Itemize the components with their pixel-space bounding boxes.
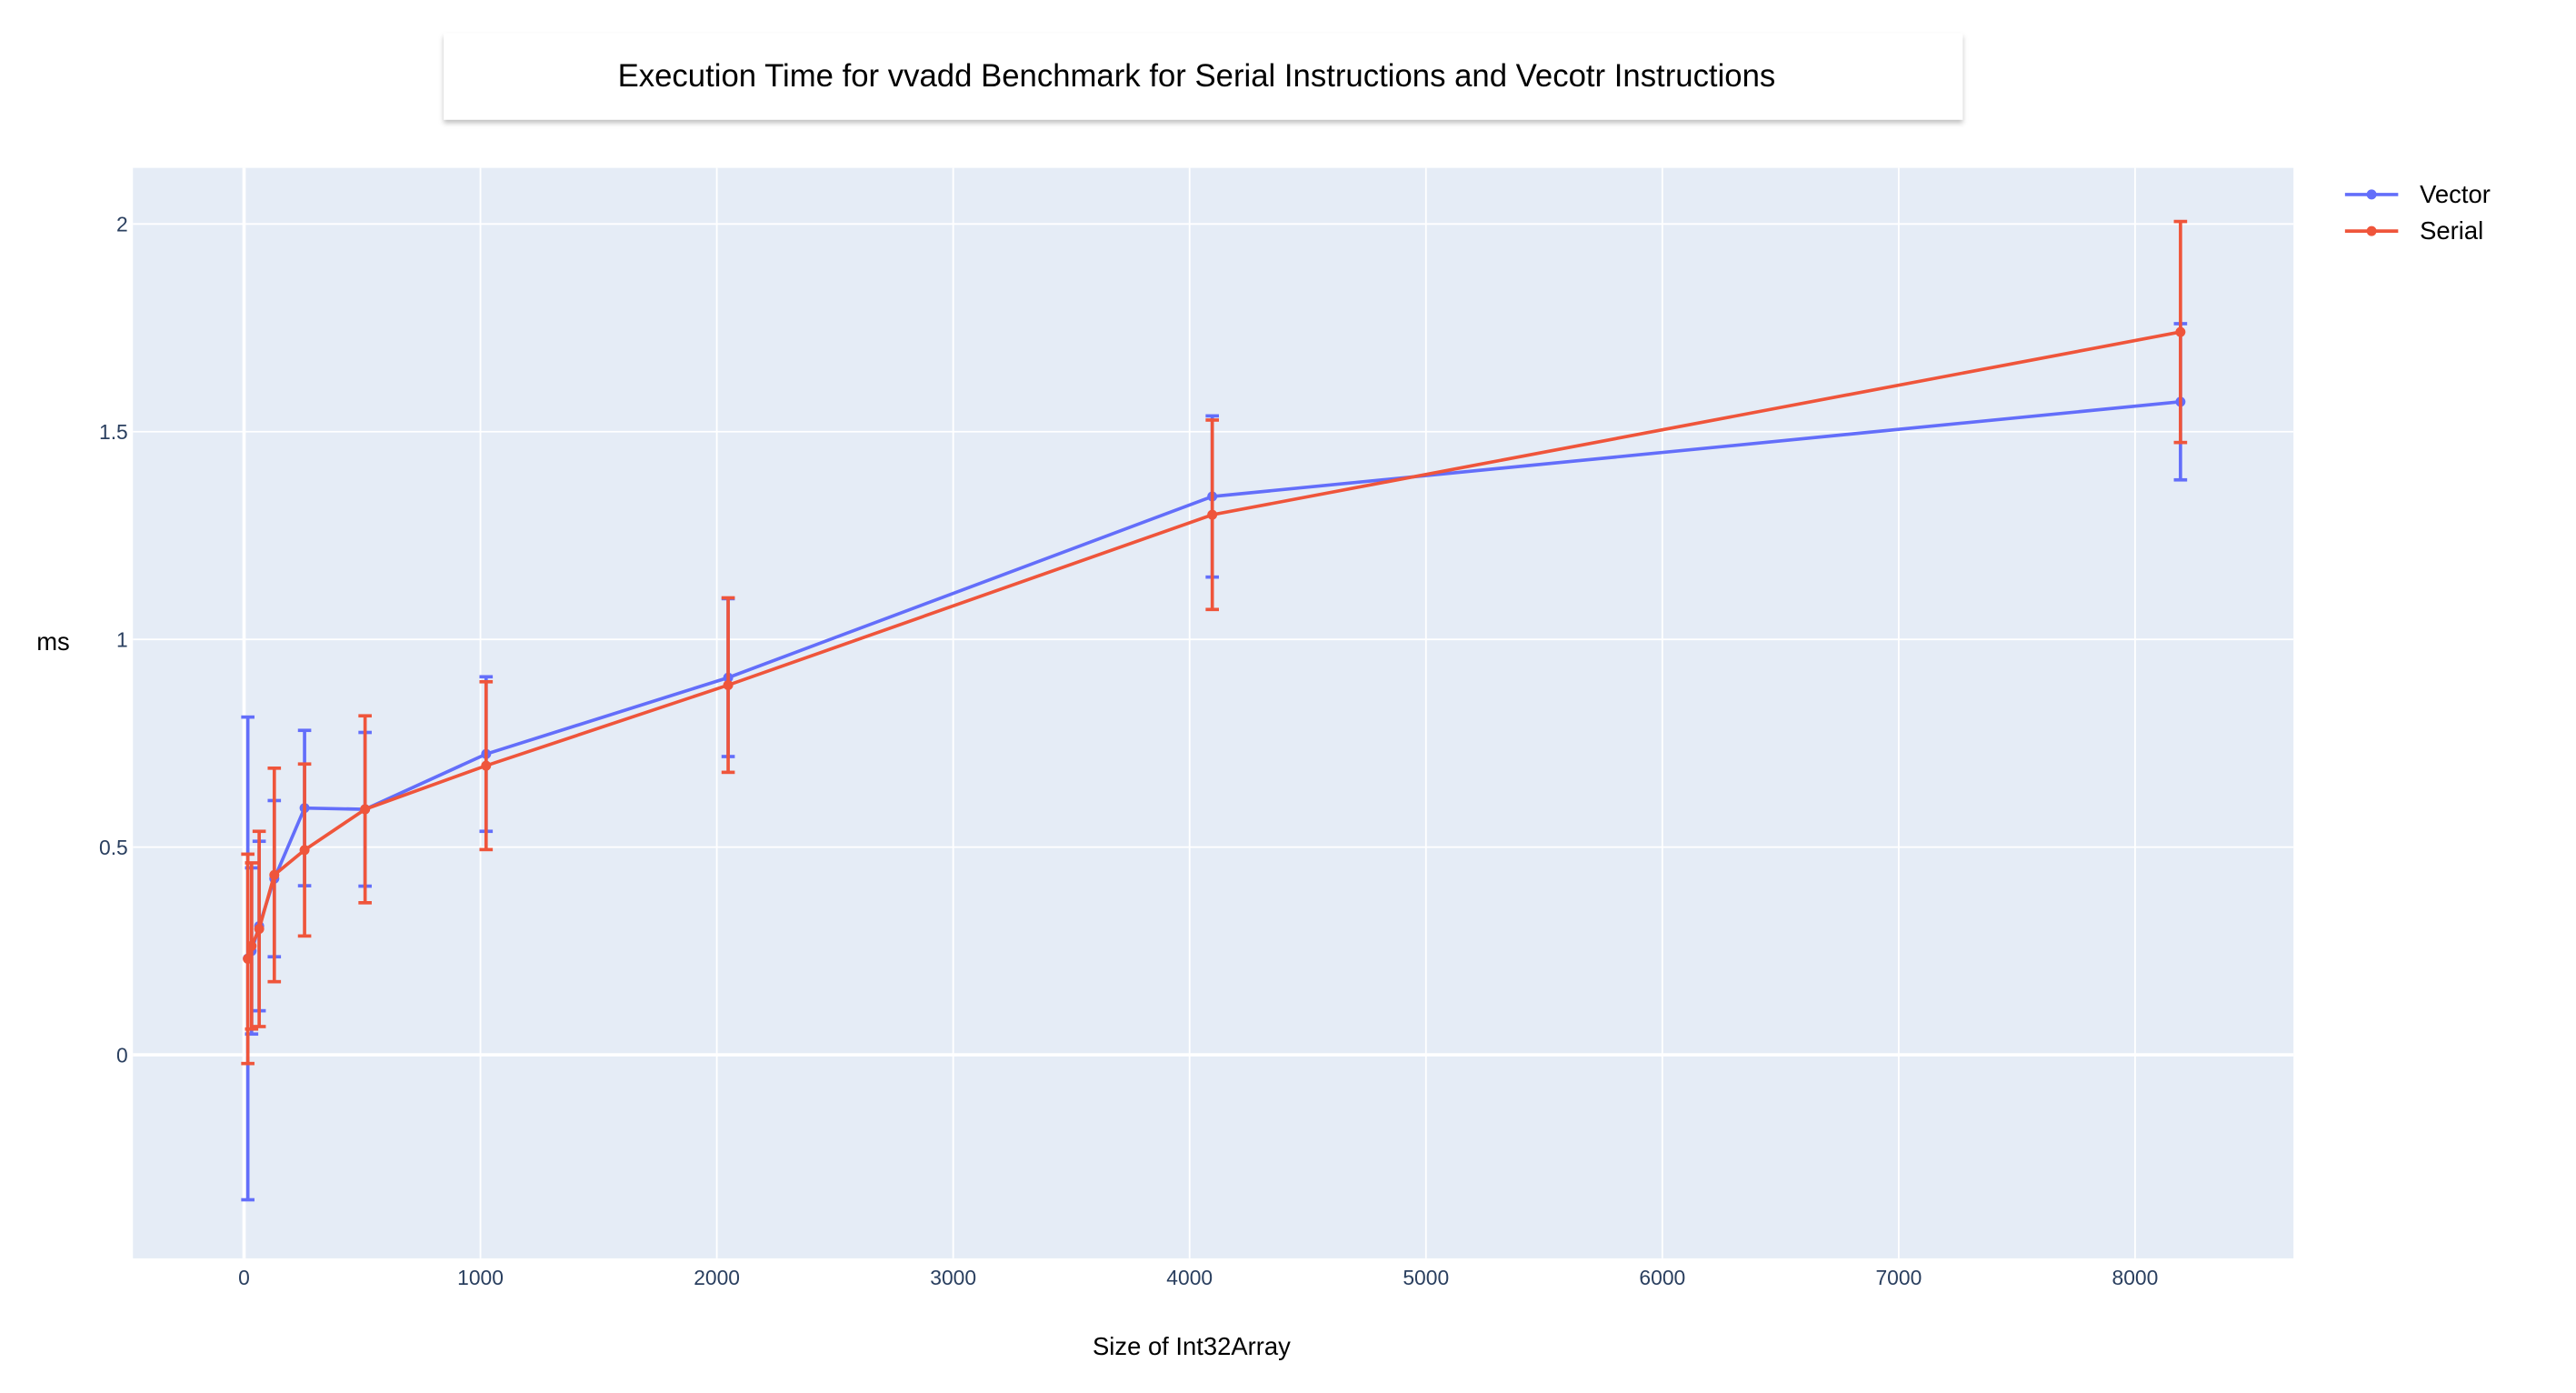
- data-point[interactable]: [723, 679, 734, 690]
- x-tick-label: 7000: [1875, 1266, 1922, 1289]
- x-tick-label: 5000: [1403, 1266, 1449, 1289]
- data-point[interactable]: [481, 760, 492, 771]
- legend-item-vector[interactable]: Vector: [2344, 180, 2491, 208]
- data-point[interactable]: [2175, 326, 2186, 337]
- gridlines: [133, 167, 2294, 1258]
- series-line: [245, 330, 2182, 960]
- data-point[interactable]: [360, 804, 371, 815]
- plot-area: [133, 167, 2294, 1258]
- data-point[interactable]: [246, 940, 257, 951]
- x-tick-label: 8000: [2112, 1266, 2159, 1289]
- data-point[interactable]: [299, 845, 310, 856]
- legend-label: Vector: [2420, 180, 2491, 208]
- x-tick-label: 2000: [694, 1266, 740, 1289]
- y-axis-label: ms: [36, 627, 70, 656]
- data-point[interactable]: [243, 954, 254, 965]
- x-tick-label: 0: [238, 1266, 250, 1289]
- data-point[interactable]: [254, 924, 265, 935]
- legend-label: Serial: [2420, 216, 2483, 245]
- tick-labels: 0 1000 2000 3000 4000 5000 6000 7000 8000 0 0.5 1 1.…: [99, 213, 2158, 1290]
- chart-title: Execution Time for vvadd Benchmark for S…: [618, 59, 1776, 94]
- legend[interactable]: Vector Serial: [2344, 180, 2491, 245]
- y-tick-label: 2: [116, 213, 128, 236]
- x-tick-label: 1000: [457, 1266, 504, 1289]
- x-axis-label: Size of Int32Array: [1093, 1332, 1291, 1360]
- x-tick-label: 6000: [1639, 1266, 1685, 1289]
- y-tick-label: 1: [116, 627, 128, 651]
- series-layer: [241, 219, 2188, 1202]
- legend-item-serial[interactable]: Serial: [2344, 216, 2483, 245]
- x-tick-label: 4000: [1166, 1266, 1213, 1289]
- data-point[interactable]: [1207, 509, 1218, 520]
- legend-marker: [2366, 189, 2377, 200]
- legend-marker: [2366, 225, 2377, 236]
- series-serial: [241, 219, 2188, 1066]
- data-point[interactable]: [269, 869, 280, 880]
- title-box: [444, 33, 1963, 120]
- y-tick-label: 1.5: [99, 420, 128, 444]
- y-tick-label: 0: [116, 1043, 128, 1067]
- x-tick-label: 3000: [930, 1266, 976, 1289]
- y-tick-label: 0.5: [99, 836, 128, 859]
